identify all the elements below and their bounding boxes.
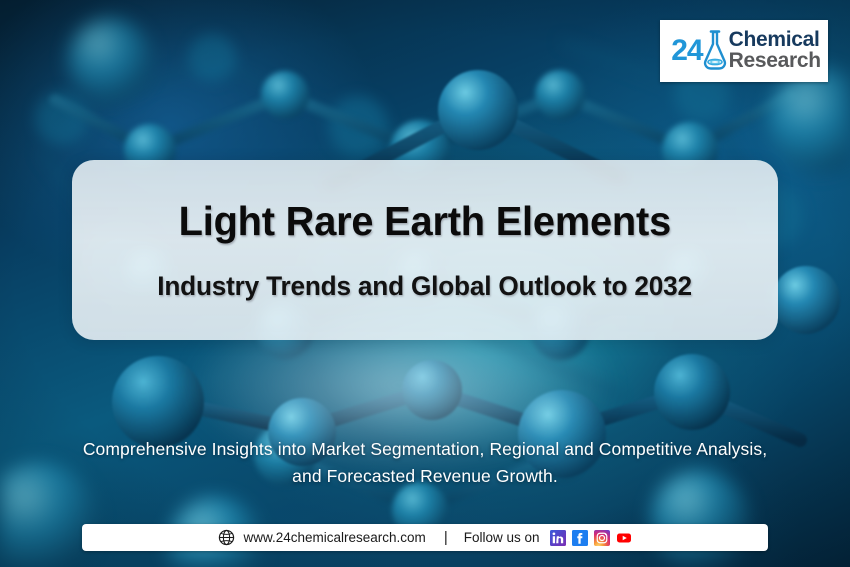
globe-icon xyxy=(219,529,235,546)
logo-word-research: Research xyxy=(728,49,821,72)
logo-number: 24 xyxy=(671,34,703,67)
facebook-icon[interactable] xyxy=(571,529,588,546)
tagline: Comprehensive Insights into Market Segme… xyxy=(0,436,850,490)
follow-us-label: Follow us on xyxy=(463,530,540,545)
linkedin-icon[interactable] xyxy=(549,529,566,546)
title-card: Light Rare Earth Elements Industry Trend… xyxy=(72,160,778,340)
youtube-icon[interactable] xyxy=(615,529,632,546)
page-title: Light Rare Earth Elements xyxy=(178,198,672,244)
social-links xyxy=(549,529,632,546)
footer-bar: www.24chemicalresearch.com | Follow us o… xyxy=(82,524,768,551)
footer-divider: | xyxy=(443,529,448,546)
tagline-line-1: Comprehensive Insights into Market Segme… xyxy=(82,439,768,459)
flask-icon xyxy=(703,30,726,70)
instagram-icon[interactable] xyxy=(593,529,610,546)
website-url[interactable]: www.24chemicalresearch.com xyxy=(243,530,426,545)
tagline-line-2: and Forecasted Revenue Growth. xyxy=(292,466,558,487)
company-logo[interactable]: 24 Chemical Research xyxy=(660,20,828,82)
page-subtitle: Industry Trends and Global Outlook to 20… xyxy=(157,271,693,301)
logo-word-chemical: Chemical xyxy=(728,28,820,52)
